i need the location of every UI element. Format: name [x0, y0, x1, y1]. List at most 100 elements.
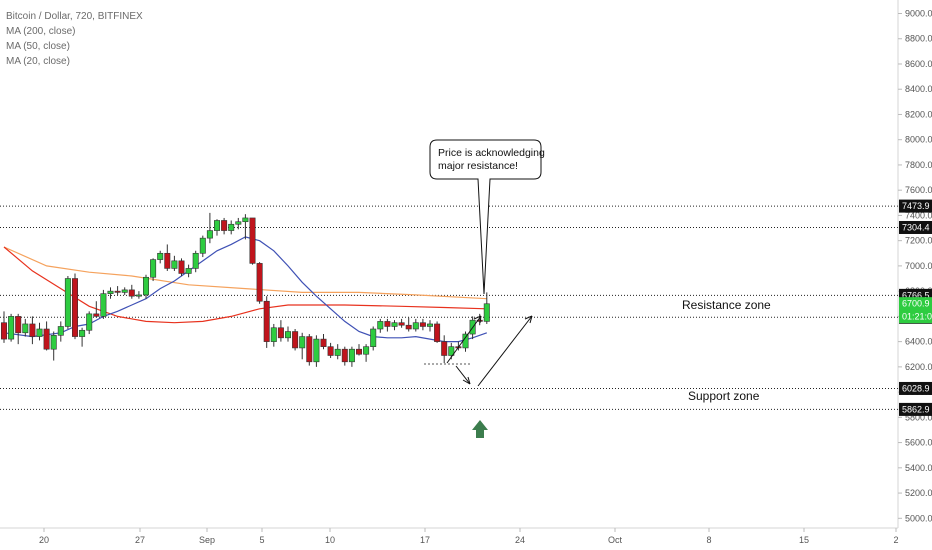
candle-down [277, 327, 284, 339]
candle-up [157, 252, 164, 260]
candle-up [483, 303, 490, 322]
legend-symbol[interactable]: Bitcoin / Dollar, 720, BITFINEX [6, 11, 143, 22]
candle-up [242, 217, 249, 223]
candle-up [412, 322, 419, 330]
candle-up [192, 252, 199, 269]
candle-up [135, 294, 142, 297]
y-tick-label: 8600.0 [905, 59, 932, 69]
y-tick-label: 7600.0 [905, 185, 932, 195]
annotations: Price is acknowledging major resistance!… [424, 139, 771, 438]
up-projection-head [524, 315, 533, 324]
candle-up [8, 316, 15, 340]
x-tick-label: 10 [325, 535, 335, 545]
candle-up [462, 333, 469, 349]
candle-up [206, 230, 213, 239]
candle-up [36, 328, 43, 337]
candle-up [107, 290, 114, 294]
candle-up [64, 278, 71, 327]
level-price-tag [899, 220, 932, 234]
y-tick-label: 6200.0 [905, 362, 932, 372]
candle-down [263, 300, 270, 342]
level-price-label: 6766.5 [902, 290, 930, 300]
candle-down [441, 341, 448, 356]
legend-ma200[interactable]: MA (200, close) [6, 26, 75, 37]
candle-down [256, 263, 263, 302]
y-tick-label: 8400.0 [905, 84, 932, 94]
candle-up [313, 338, 320, 363]
candle-up [199, 237, 206, 254]
x-tick-label: 17 [420, 535, 430, 545]
candle-down [178, 260, 185, 274]
y-tick-label: 8200.0 [905, 109, 932, 119]
down-arrow-line [455, 365, 471, 385]
candle-down [419, 322, 426, 327]
candle-up [57, 326, 64, 336]
x-tick-label: 5 [259, 535, 264, 545]
y-tick-label: 5200.0 [905, 488, 932, 498]
resistance-zone-label: Resistance zone [682, 298, 771, 312]
candles [0, 212, 490, 367]
callout-line-2: major resistance! [438, 160, 518, 172]
bullish-up-arrow [472, 420, 488, 438]
candle-up [79, 329, 86, 337]
level-price-tag [899, 199, 932, 213]
candle-down [114, 290, 121, 293]
rise-line [446, 315, 482, 364]
y-tick-label: 8800.0 [905, 34, 932, 44]
candle-down [164, 252, 171, 269]
y-tick-label: 7800.0 [905, 160, 932, 170]
candle-up [22, 323, 29, 334]
level-price-label: 7304.4 [902, 222, 930, 232]
candle-up [284, 331, 291, 339]
y-tick-label: 7200.0 [905, 236, 932, 246]
candle-up [363, 346, 370, 355]
level-price-tag [899, 402, 932, 416]
candle-down [0, 322, 8, 340]
x-tick-label: 24 [515, 535, 525, 545]
current-price-label: 6700.9 [902, 299, 930, 309]
candle-up [100, 293, 107, 317]
callout-line-1: Price is acknowledging [438, 147, 545, 159]
x-axis-ticks: 20 27 Sep 5 10 17 24 Oct 8 15 2 [39, 528, 899, 545]
legend-ma50[interactable]: MA (50, close) [6, 41, 70, 52]
rise-arrow-head [473, 315, 482, 324]
x-tick-label: 8 [706, 535, 711, 545]
candle-down [221, 220, 228, 231]
candle-down [15, 316, 22, 334]
candle-up [299, 336, 306, 349]
support-zone-label: Support zone [688, 389, 760, 403]
y-tick-label: 5800.0 [905, 412, 932, 422]
x-tick-label: Oct [608, 535, 623, 545]
candle-up [86, 313, 93, 331]
candle-down [93, 313, 100, 317]
legend-ma20[interactable]: MA (20, close) [6, 56, 70, 67]
y-tick-label: 5000.0 [905, 513, 932, 523]
candle-down [384, 321, 391, 327]
candle-up [143, 276, 150, 296]
candle-down [434, 323, 441, 342]
candle-up [370, 328, 377, 347]
candle-up [377, 321, 384, 330]
candle-up [185, 268, 192, 274]
candle-up [121, 289, 128, 293]
candle-down [355, 348, 362, 355]
callout-bubble [429, 139, 542, 295]
ma20-line [3, 236, 487, 343]
countdown-label: 01:21:03 [902, 312, 932, 322]
candle-up [235, 221, 242, 225]
candle-up [391, 322, 398, 327]
candle-up [150, 259, 157, 278]
candle-down [398, 322, 405, 326]
x-tick-label: 27 [135, 535, 145, 545]
level-price-label: 6028.9 [902, 383, 930, 393]
candle-down [249, 217, 256, 264]
y-tick-label: 6400.0 [905, 337, 932, 347]
candle-down [43, 328, 50, 350]
candle-down [292, 331, 299, 349]
candle-up [448, 346, 455, 356]
x-tick-label: 15 [799, 535, 809, 545]
candle-down [320, 338, 327, 347]
y-tick-label: 8000.0 [905, 135, 932, 145]
